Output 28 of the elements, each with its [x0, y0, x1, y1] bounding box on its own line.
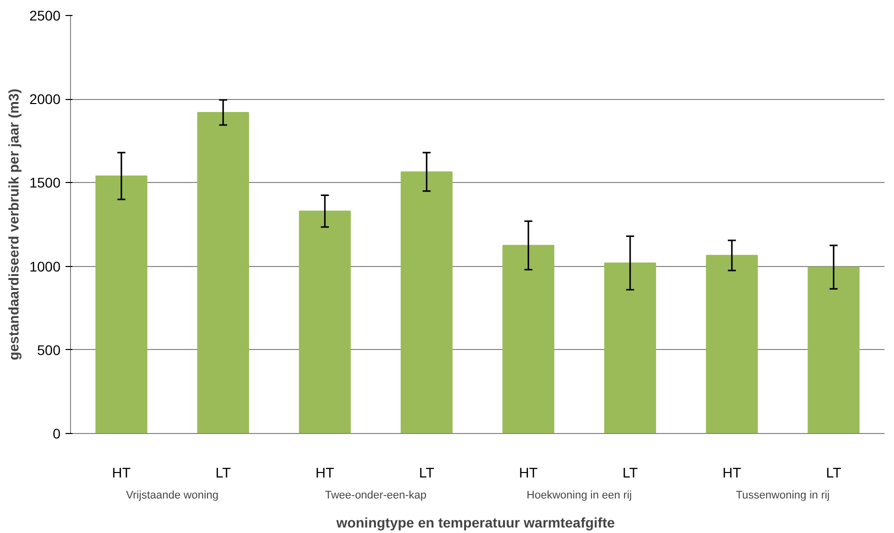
x-tick-label: HT	[519, 464, 538, 480]
bar	[95, 176, 148, 434]
bar	[298, 210, 351, 434]
text: Hoekwoning in een rij	[526, 490, 632, 502]
x-tick-label: LT	[622, 464, 638, 480]
x-tick-label: HT	[722, 464, 742, 480]
y-tick-label: 1500	[29, 174, 61, 191]
text: Tussenwoning in rij	[736, 490, 830, 502]
x-axis-title: woningtype en temperatuur warmteafgifte	[335, 514, 616, 530]
y-tick-label: 500	[37, 342, 61, 358]
text: Twee-onder-een-kap	[325, 490, 427, 502]
x-tick-label: LT	[418, 464, 435, 480]
bar	[706, 254, 758, 434]
x-tick-label: HT	[112, 464, 132, 480]
x-tick-label: LT	[215, 464, 232, 480]
x-tick-label: HT	[316, 464, 335, 480]
bar	[604, 262, 656, 434]
y-tick-label: 1000	[29, 258, 61, 274]
x-tick-label: LT	[826, 464, 842, 480]
bar	[197, 112, 250, 434]
y-axis-title: gestandaardiseerd verbruik per jaar (m3)	[5, 88, 22, 360]
text: Vrijstaande woning	[126, 490, 219, 502]
y-tick-label: 2500	[29, 8, 61, 24]
bar	[502, 244, 554, 434]
bar	[400, 171, 453, 434]
bar	[808, 266, 860, 434]
y-tick-label: 0	[52, 426, 61, 442]
y-tick-label: 2000	[29, 91, 61, 108]
